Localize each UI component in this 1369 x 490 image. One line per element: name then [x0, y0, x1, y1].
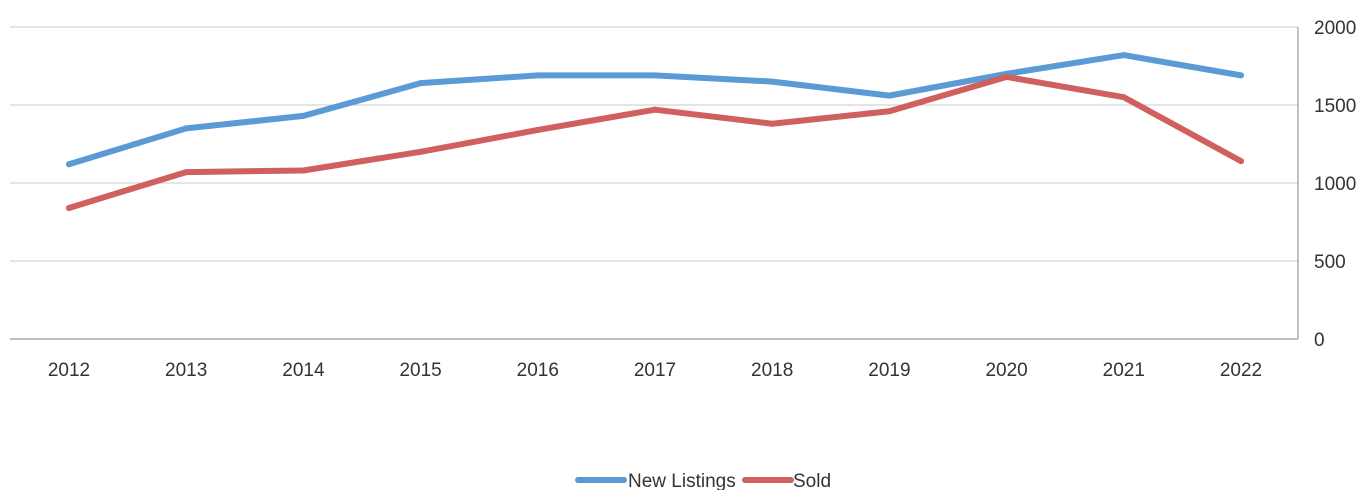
data-point [886, 92, 893, 99]
y-tick-label: 500 [1314, 252, 1346, 273]
x-tick-label: 2019 [868, 360, 910, 381]
x-tick-label: 2013 [165, 360, 207, 381]
x-tick-label: 2014 [282, 360, 325, 381]
legend-label: Sold [793, 471, 831, 490]
x-tick-label: 2021 [1103, 360, 1145, 381]
data-point [652, 106, 658, 113]
data-point [1003, 73, 1010, 80]
x-tick-label: 2015 [399, 360, 441, 381]
y-tick-label: 0 [1314, 330, 1325, 351]
data-point [652, 72, 658, 79]
data-point [886, 108, 893, 115]
y-tick-label: 1500 [1314, 96, 1356, 117]
data-point [1238, 158, 1244, 165]
data-point [66, 161, 72, 168]
series-line-sold [66, 73, 1244, 211]
data-point [66, 204, 72, 211]
data-point [1238, 72, 1244, 79]
x-tick-label: 2018 [751, 360, 793, 381]
data-point [183, 169, 190, 176]
data-point [534, 126, 541, 133]
y-tick-label: 2000 [1314, 18, 1356, 39]
data-point [183, 125, 190, 132]
x-tick-label: 2022 [1220, 360, 1262, 381]
x-tick-label: 2020 [985, 360, 1027, 381]
data-point [300, 167, 307, 174]
legend-label: New Listings [628, 471, 736, 490]
legend: New Listings Sold [575, 471, 831, 490]
data-point [1120, 52, 1127, 59]
y-tick-label: 1000 [1314, 174, 1356, 195]
data-point [769, 78, 776, 85]
data-point [300, 112, 307, 119]
grid-lines [10, 26, 1298, 262]
x-tick-label: 2017 [634, 360, 676, 381]
axes: 0 500 1000 1500 2000 2012 2013 2014 2015 2016 2017… [10, 18, 1356, 381]
data-point [534, 72, 541, 79]
x-tick-label: 2016 [517, 360, 559, 381]
data-point [417, 80, 424, 87]
data-point [1120, 94, 1127, 101]
x-tick-label: 2012 [48, 360, 90, 381]
data-point [769, 120, 776, 127]
series-lines [66, 52, 1244, 211]
data-point [417, 148, 424, 155]
